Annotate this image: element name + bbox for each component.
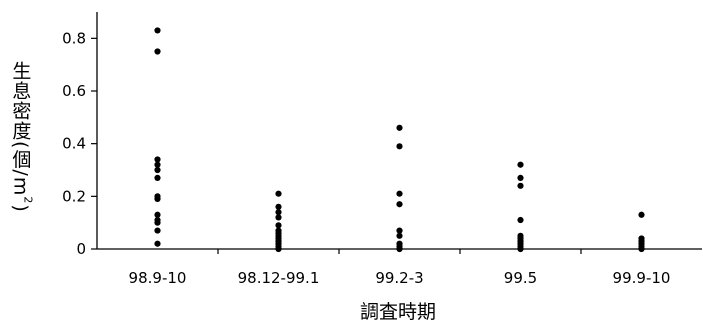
data-point xyxy=(154,166,161,174)
data-point xyxy=(396,143,403,150)
y-axis-title: 生息密度(個/m2) xyxy=(7,61,34,213)
data-point xyxy=(517,182,524,189)
data-point xyxy=(275,245,282,253)
data-point xyxy=(638,245,645,253)
data-point xyxy=(154,174,161,181)
data-point xyxy=(396,245,403,253)
data-point xyxy=(396,124,403,131)
data-point xyxy=(154,27,161,34)
y-axis: 0 0.2 0.4 0.6 0.8 xyxy=(62,12,98,258)
data-points xyxy=(154,27,645,253)
x-tick-label: 99.2-3 xyxy=(375,269,423,287)
x-tick-label: 99.9-10 xyxy=(613,269,671,287)
x-tick-label: 98.12-99.1 xyxy=(238,269,320,287)
data-point xyxy=(154,161,161,168)
data-point xyxy=(517,245,524,253)
data-point xyxy=(275,203,282,210)
data-point xyxy=(154,227,161,234)
data-point xyxy=(396,227,403,234)
data-point xyxy=(154,211,161,218)
data-point xyxy=(517,216,524,224)
y-axis-title-suffix: ) xyxy=(9,204,32,213)
data-point xyxy=(154,219,161,226)
data-point xyxy=(154,48,161,55)
x-tick-label: 99.5 xyxy=(504,269,537,287)
y-tick-label: 0.8 xyxy=(62,29,86,47)
x-tick-label: 98.9-10 xyxy=(129,269,187,287)
data-point xyxy=(396,201,403,208)
y-axis-title-prefix: 生息密度(個/m xyxy=(9,61,32,197)
data-point xyxy=(275,214,282,221)
y-tick-label: 0.2 xyxy=(62,187,86,205)
y-tick-label: 0 xyxy=(76,240,86,258)
data-point xyxy=(517,161,524,168)
data-point xyxy=(275,190,282,197)
data-point xyxy=(638,211,645,218)
x-axis-title: 調査時期 xyxy=(360,301,436,323)
y-tick-label: 0.4 xyxy=(62,135,86,153)
data-point xyxy=(154,240,161,247)
data-point xyxy=(396,232,403,239)
y-axis-title-superscript: 2 xyxy=(21,196,35,205)
data-point xyxy=(517,174,524,181)
data-point xyxy=(154,195,161,203)
data-point xyxy=(154,156,161,163)
x-axis: 98.9-10 98.12-99.1 99.2-3 99.5 99.9-10 xyxy=(97,248,702,287)
data-point xyxy=(275,209,282,216)
data-point xyxy=(396,190,403,197)
data-point xyxy=(275,222,282,229)
y-tick-label: 0.6 xyxy=(62,82,86,100)
y-axis-title-wrap: 生息密度(個/m2) xyxy=(4,22,38,252)
